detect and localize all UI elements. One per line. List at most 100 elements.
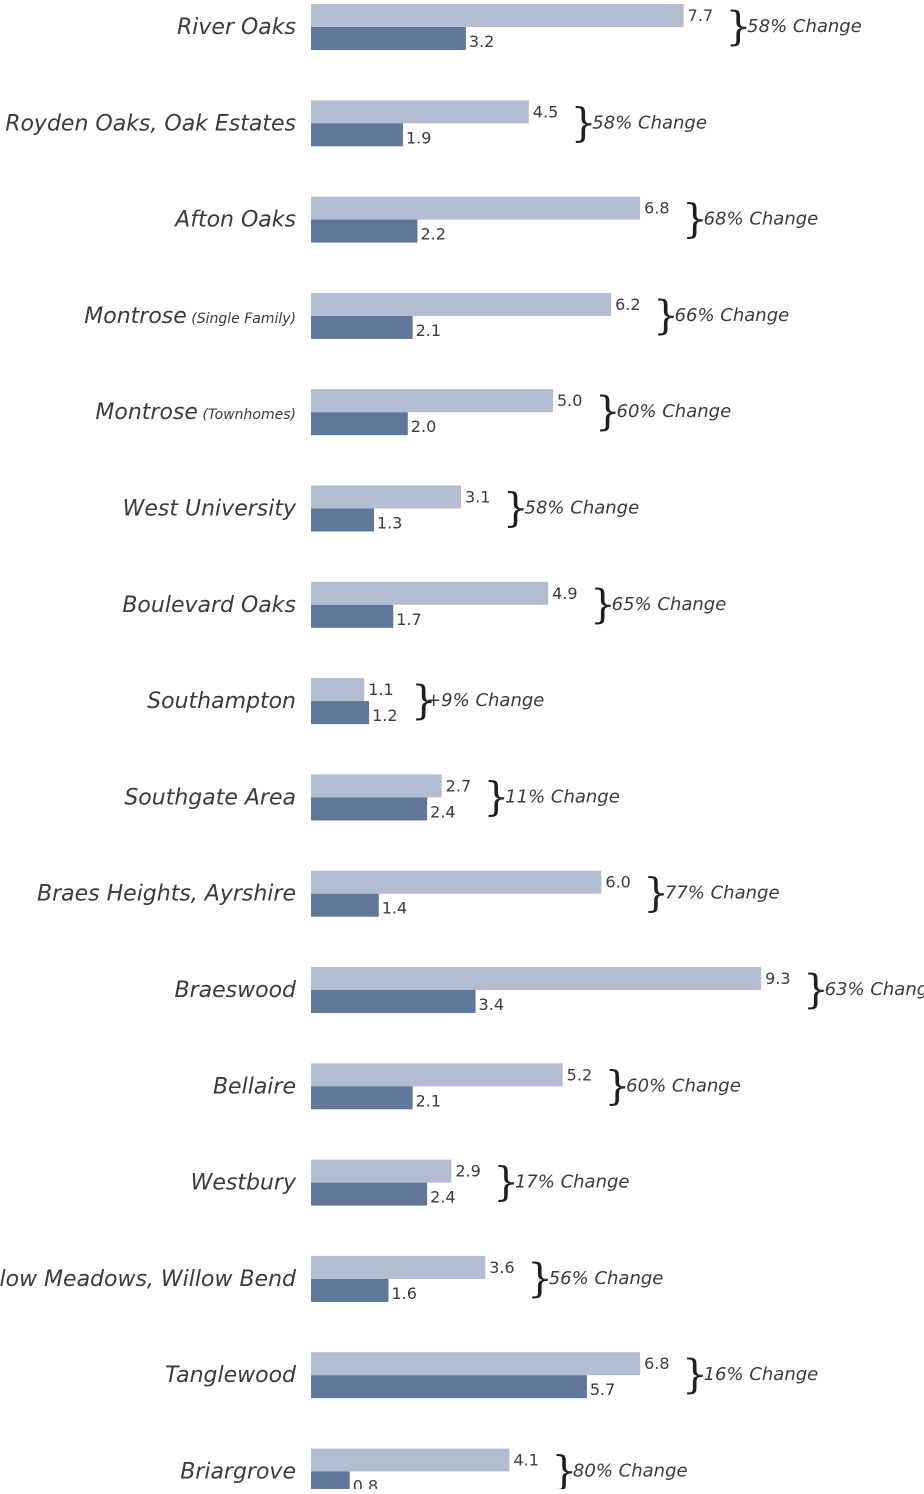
change-label: -58% Change [741, 16, 862, 37]
change-label: -56% Change [542, 1268, 663, 1289]
category-sublabel: (Single Family) [187, 311, 296, 327]
category-name: Willow Meadows, Willow Bend [0, 1267, 297, 1292]
value-label-series-2: 2.1 [416, 321, 441, 340]
brace-glyph: } [682, 1352, 707, 1398]
bar-series-2 [311, 990, 476, 1013]
bar-series-2 [311, 893, 379, 917]
category-label: Braes Heights, Ayrshire [37, 882, 296, 907]
bar-series-2 [311, 701, 370, 725]
category-name: Boulevard Oaks [122, 593, 296, 618]
change-label: -60% Change [620, 1075, 741, 1096]
bar-series-1 [311, 870, 602, 894]
value-label-series-2: 1.3 [377, 514, 402, 533]
brace-glyph: } [682, 197, 707, 243]
value-label-series-2: 3.4 [479, 995, 504, 1014]
brace-glyph: } [484, 774, 509, 820]
bar-series-1 [311, 100, 529, 124]
bar-series-1 [311, 1448, 510, 1472]
category-name: Bellaire [213, 1074, 296, 1099]
value-label-series-2: 2.2 [420, 225, 445, 244]
bar-series-2 [311, 219, 418, 243]
brace-glyph: } [493, 1160, 518, 1206]
value-label-series-1: 3.6 [489, 1258, 514, 1277]
category-name: River Oaks [177, 15, 296, 40]
bar-series-1 [311, 1063, 563, 1087]
bar-series-2 [311, 123, 403, 147]
value-label-series-1: 6.2 [615, 295, 640, 314]
category-label: Briargrove [180, 1460, 296, 1485]
bar-series-1 [311, 774, 442, 798]
change-label: -60% Change [610, 401, 731, 422]
change-label: -17% Change [508, 1172, 629, 1193]
brace-glyph: } [590, 582, 615, 628]
value-label-series-1: 5.2 [567, 1065, 592, 1084]
brace-glyph: } [503, 486, 528, 532]
bar-series-2 [311, 1278, 389, 1302]
bar-series-1 [311, 389, 553, 413]
bar-series-2 [311, 315, 413, 339]
bar-series-1 [311, 581, 549, 605]
category-label: Westbury [191, 1171, 297, 1196]
bar-series-2 [311, 1086, 413, 1110]
value-label-series-2: 5.7 [590, 1380, 615, 1399]
category-label: Boulevard Oaks [122, 593, 296, 618]
value-label-series-1: 5.0 [557, 391, 582, 410]
value-label-series-2: 1.4 [382, 899, 407, 918]
bar-series-2 [311, 797, 428, 821]
value-label-series-1: 4.9 [552, 584, 577, 603]
category-sublabel: (Townhomes) [198, 407, 296, 423]
category-name: West University [123, 497, 297, 522]
bar-series-1 [311, 967, 762, 990]
category-name: Braes Heights, Ayrshire [37, 882, 296, 907]
category-name: Montrose [95, 400, 198, 425]
category-label: Southampton [147, 689, 296, 714]
category-label: Southgate Area [124, 785, 296, 810]
value-label-series-1: 2.7 [446, 776, 471, 795]
brace-glyph: } [653, 293, 678, 339]
category-label: Montrose (Townhomes) [95, 400, 296, 425]
bar-series-1 [311, 196, 641, 220]
category-name: Afton Oaks [173, 208, 296, 233]
category-name: Tanglewood [165, 1363, 297, 1388]
bar-series-2 [311, 412, 408, 436]
value-label-series-1: 4.1 [513, 1451, 538, 1470]
bar-series-1 [311, 1352, 641, 1376]
category-name: Montrose [84, 304, 187, 329]
bar-series-2 [311, 1375, 587, 1399]
category-name: Braeswood [175, 978, 298, 1003]
change-label: -58% Change [586, 112, 707, 133]
bar-series-2 [311, 1182, 428, 1206]
value-label-series-2: 2.0 [411, 417, 436, 436]
value-label-series-2: 2.1 [416, 1091, 441, 1110]
bar-series-2 [311, 604, 394, 628]
category-name: Westbury [191, 1171, 297, 1196]
bar-series-1 [311, 4, 684, 27]
brace-glyph: } [803, 967, 828, 1013]
brace-glyph: } [411, 678, 436, 724]
brace-glyph: } [551, 1449, 576, 1490]
value-label-series-1: 7.7 [688, 6, 713, 25]
bar-series-2 [311, 508, 374, 532]
bar-series-1 [311, 485, 462, 509]
bar-series-1 [311, 1159, 452, 1183]
value-label-series-2: 1.2 [372, 706, 397, 725]
category-label: West University [123, 497, 297, 522]
brace-glyph: } [527, 1256, 552, 1302]
category-name: Briargrove [180, 1460, 296, 1485]
category-label: Bellaire [213, 1074, 296, 1099]
value-label-series-1: 6.8 [644, 1354, 669, 1373]
change-label: -65% Change [605, 594, 726, 615]
category-label: Afton Oaks [173, 208, 296, 233]
value-label-series-1: 2.9 [455, 1162, 480, 1181]
change-label: -77% Change [658, 883, 779, 904]
change-label: +9% Change [426, 690, 544, 711]
value-label-series-2: 2.4 [430, 802, 455, 821]
brace-glyph: } [726, 4, 751, 50]
change-label: -68% Change [697, 209, 818, 230]
brace-glyph: } [643, 871, 668, 917]
category-label: Montrose (Single Family) [84, 304, 296, 329]
category-label: River Oaks [177, 15, 296, 40]
value-label-series-2: 1.7 [396, 610, 421, 629]
